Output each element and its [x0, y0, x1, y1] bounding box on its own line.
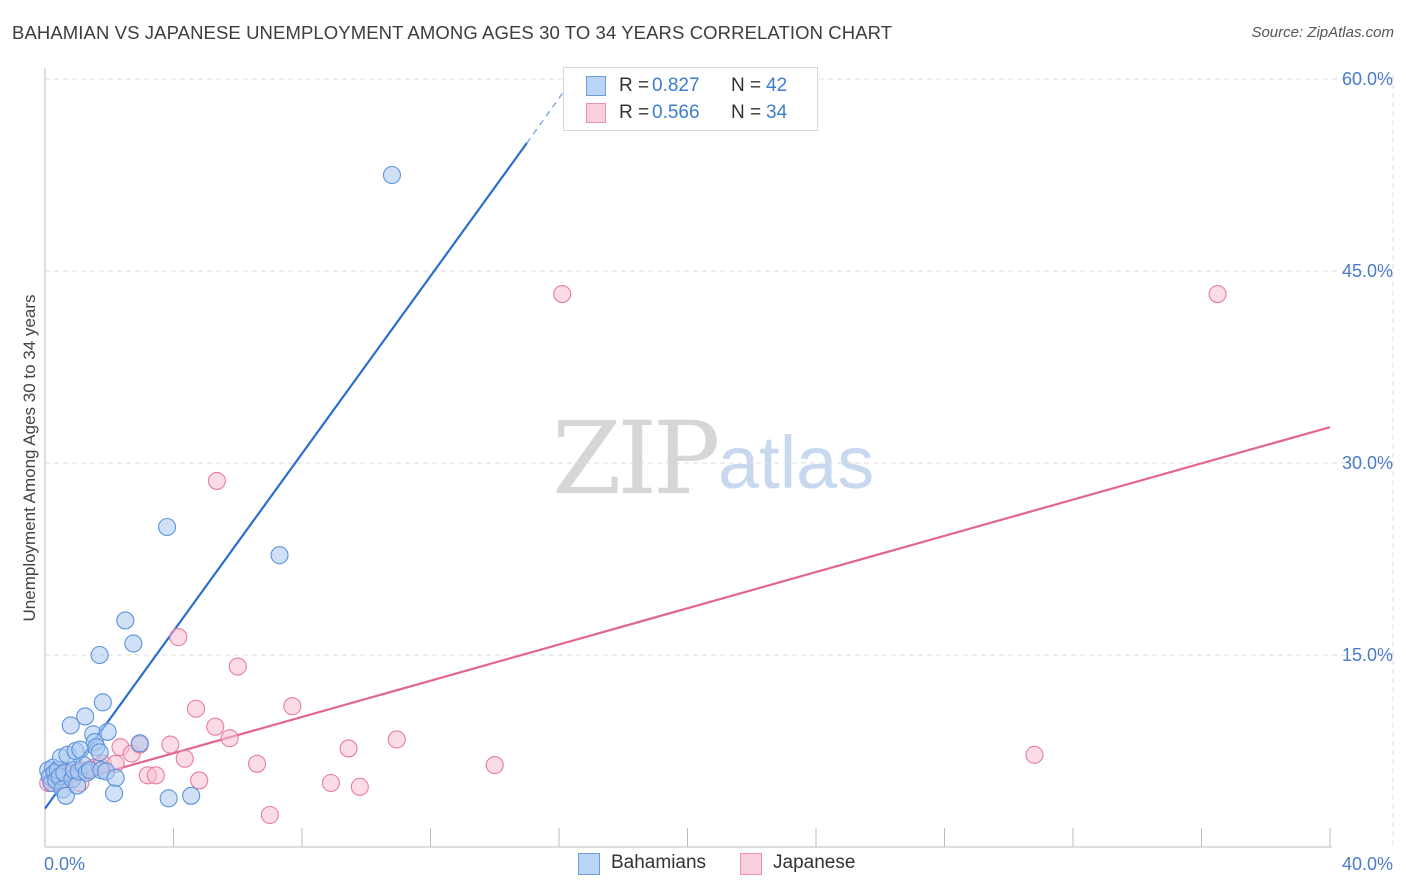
n-value: 34	[766, 102, 788, 123]
legend-label: Bahamians	[611, 852, 707, 873]
watermark-zip: ZIP	[552, 400, 720, 517]
y-tick-label: 60.0%	[1342, 69, 1393, 89]
japanese-swatch	[586, 103, 606, 123]
chart-title: BAHAMIAN VS JAPANESE UNEMPLOYMENT AMONG …	[12, 22, 893, 43]
japanese-point	[206, 717, 225, 736]
japanese-point	[175, 749, 194, 768]
bahamians-point	[159, 789, 178, 808]
n-label: N =	[731, 75, 762, 96]
r-label: R =	[619, 102, 650, 123]
y-tick-label: 30.0%	[1342, 453, 1393, 473]
japanese-point	[1208, 284, 1227, 304]
bahamians-point	[124, 634, 143, 653]
y-axis-label: Unemployment Among Ages 30 to 34 years	[20, 294, 39, 622]
axes	[44, 68, 1332, 848]
japanese-point	[161, 735, 180, 754]
r-value: 0.566	[652, 102, 700, 123]
bahamians-point	[182, 786, 201, 805]
x-tick-label: 0.0%	[44, 854, 85, 874]
bahamians-point	[76, 707, 95, 726]
n-value: 42	[766, 75, 788, 96]
japanese-point	[485, 756, 504, 775]
legend-label: Japanese	[773, 852, 856, 873]
stats-legend: R = 0.827 N = 42 R = 0.566 N = 34	[563, 67, 818, 131]
bahamians-point	[382, 165, 402, 185]
japanese-point	[339, 739, 358, 758]
tick-labels: 15.0% 30.0% 45.0% 60.0% 0.0% 40.0%	[44, 69, 1393, 874]
bahamians-point	[270, 546, 289, 565]
bahamians-point	[98, 722, 117, 741]
japanese-point	[387, 730, 406, 749]
japanese-point	[228, 657, 247, 676]
japanese-point	[553, 284, 572, 304]
r-value: 0.827	[652, 75, 700, 96]
japanese-point	[186, 699, 206, 718]
japanese-point	[260, 805, 279, 825]
japanese-point	[220, 729, 239, 748]
japanese-point	[247, 754, 267, 773]
japanese-point	[321, 773, 340, 793]
japanese-point	[207, 471, 226, 490]
japanese-swatch	[740, 853, 762, 875]
bahamians-point	[105, 784, 124, 803]
r-label: R =	[619, 75, 650, 96]
y-tick-label: 15.0%	[1342, 645, 1393, 665]
bahamians-point	[106, 768, 125, 787]
japanese-point	[190, 771, 209, 790]
bahamians-trend-extension	[526, 79, 573, 144]
bahamians-point	[56, 786, 75, 805]
bahamians-point	[90, 645, 109, 665]
data-points	[39, 165, 1227, 825]
bahamians-point	[130, 734, 149, 753]
japanese-trend-line	[44, 426, 1331, 791]
bahamians-point	[90, 743, 109, 762]
x-tick-label: 40.0%	[1342, 854, 1393, 874]
y-tick-label: 45.0%	[1342, 261, 1393, 281]
bahamians-point	[61, 716, 80, 735]
bahamians-point	[93, 693, 112, 712]
bahamians-trend-line	[44, 142, 528, 810]
bahamians-swatch	[586, 76, 606, 96]
trend-lines	[44, 79, 1331, 810]
n-label: N =	[731, 102, 762, 123]
japanese-point	[350, 777, 369, 796]
japanese-point	[146, 766, 165, 785]
japanese-point	[169, 628, 188, 647]
source-label: Source: ZipAtlas.com	[1251, 24, 1394, 41]
bahamians-swatch	[578, 853, 600, 875]
japanese-point	[1025, 745, 1044, 764]
bahamians-point	[116, 611, 135, 630]
bahamians-point	[158, 517, 177, 537]
japanese-point	[283, 697, 302, 716]
grid-lines	[45, 75, 1394, 847]
